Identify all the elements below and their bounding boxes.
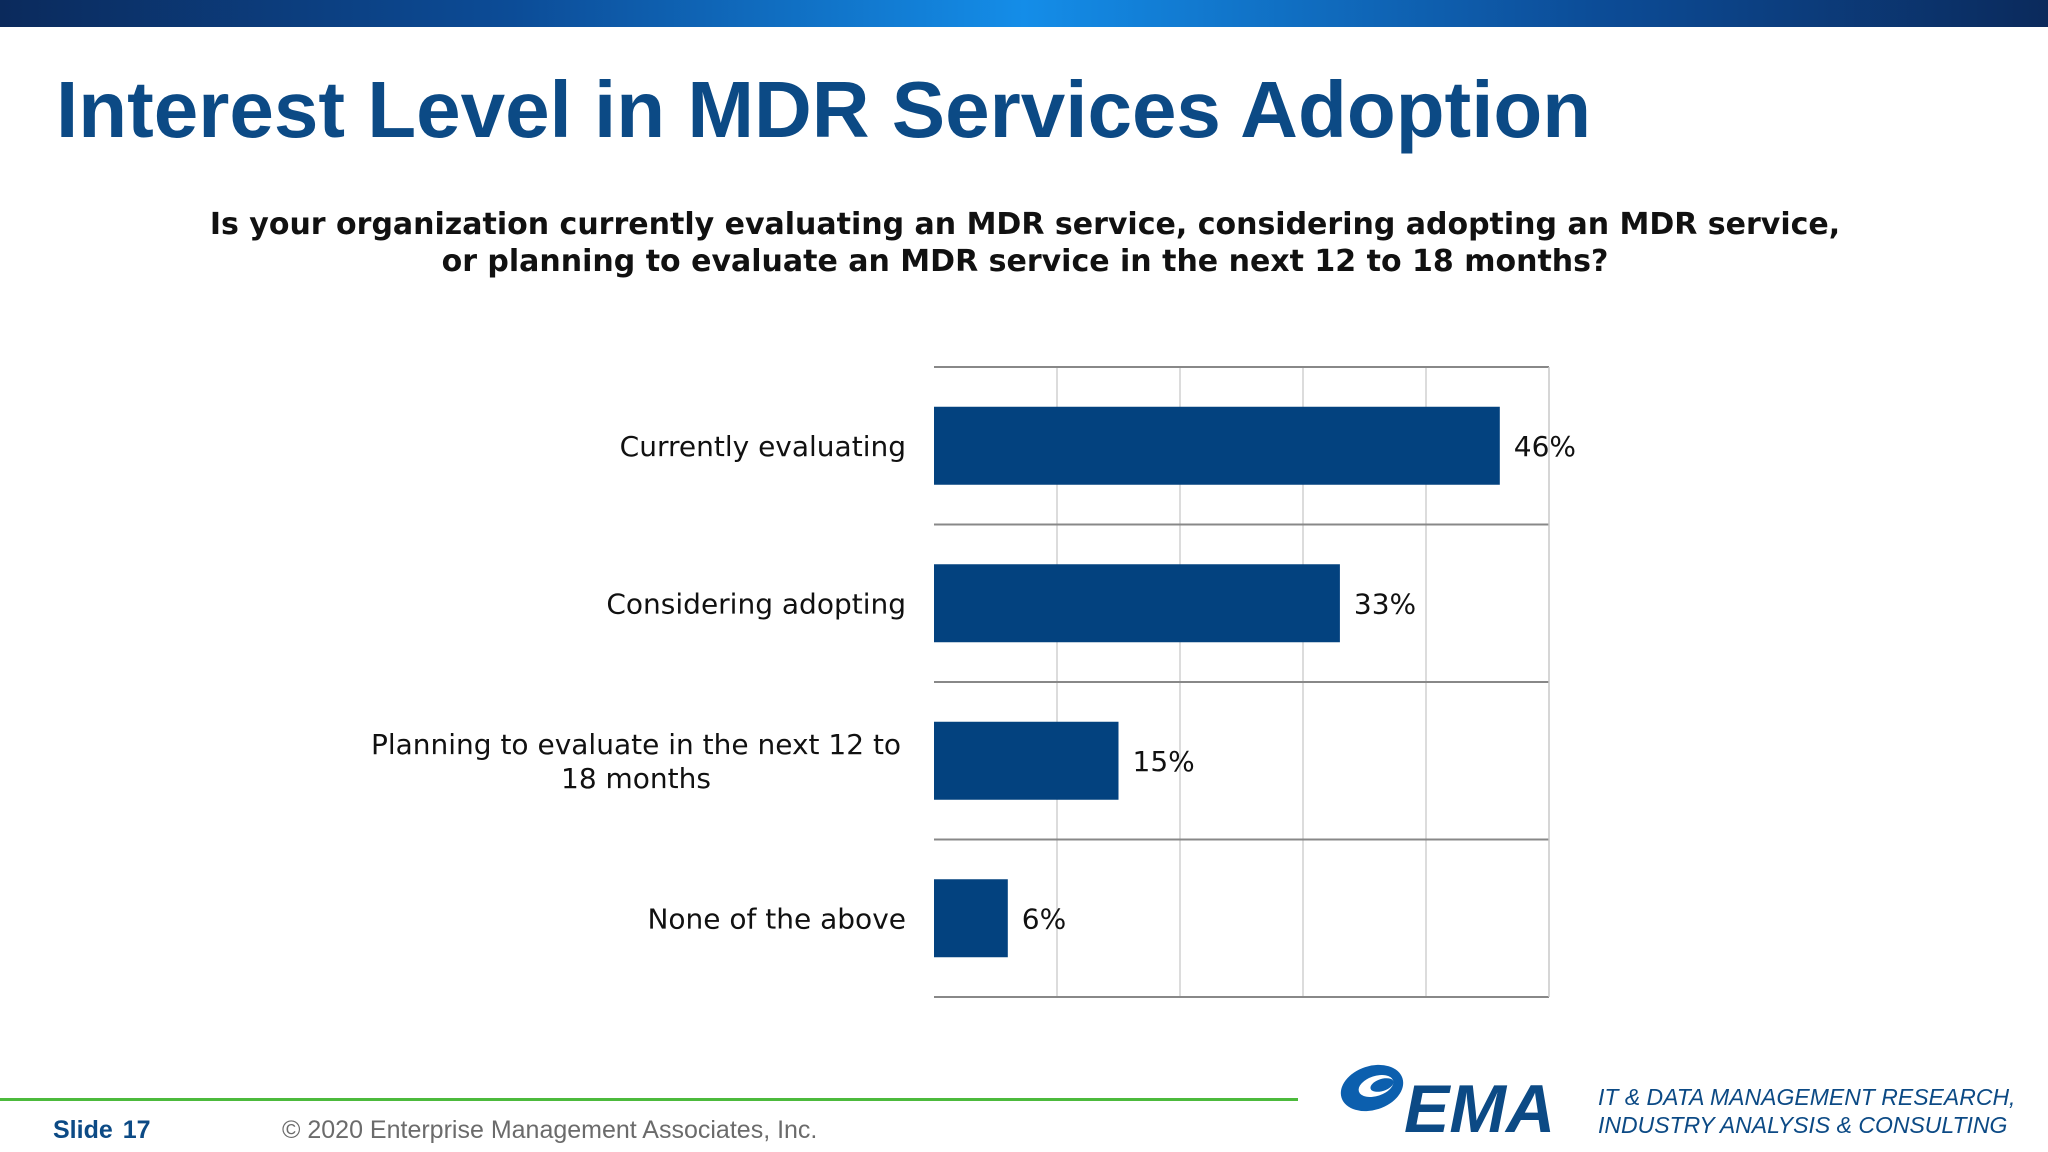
category-label: None of the above <box>647 902 906 935</box>
category-label: Planning to evaluate in the next 12 to 18… <box>371 728 901 795</box>
ema-logo-text: EMA <box>1404 1071 1555 1138</box>
bar-value-label: 46% <box>1514 430 1576 463</box>
bar-1 <box>934 406 1500 485</box>
footer-divider <box>0 1098 1298 1101</box>
bar-value-label: 33% <box>1354 587 1416 620</box>
bar-3 <box>934 721 1119 800</box>
tagline: IT & DATA MANAGEMENT RESEARCH, INDUSTRY … <box>1598 1083 2015 1139</box>
tagline-line-2: INDUSTRY ANALYSIS & CONSULTING <box>1598 1112 2008 1138</box>
category-label-line: Planning to evaluate in the next 12 to <box>371 728 901 761</box>
bar-value-label: 6% <box>1022 902 1066 935</box>
category-label: Currently evaluating <box>620 430 906 463</box>
ema-swoosh-icon <box>1340 1064 1404 1112</box>
bar-4 <box>934 879 1008 958</box>
category-label: Considering adopting <box>606 587 906 620</box>
slide-number: 17 <box>122 1116 151 1144</box>
ema-logo: EMA <box>1340 1064 1555 1138</box>
copyright-text: © 2020 Enterprise Management Associates,… <box>282 1116 818 1144</box>
tagline-line-1: IT & DATA MANAGEMENT RESEARCH, <box>1598 1084 2016 1110</box>
bar-value-label: 15% <box>1133 745 1195 778</box>
category-label-line: 18 months <box>561 762 711 795</box>
slide-label: Slide <box>53 1116 113 1144</box>
survey-question: Is your organization currently evaluatin… <box>209 207 1841 279</box>
slide-number-label: Slide 17 <box>53 1116 151 1145</box>
bar-2 <box>934 564 1340 643</box>
slide-title: Interest Level in MDR Services Adoption <box>56 65 1592 154</box>
top-gradient-bar <box>0 0 2048 27</box>
